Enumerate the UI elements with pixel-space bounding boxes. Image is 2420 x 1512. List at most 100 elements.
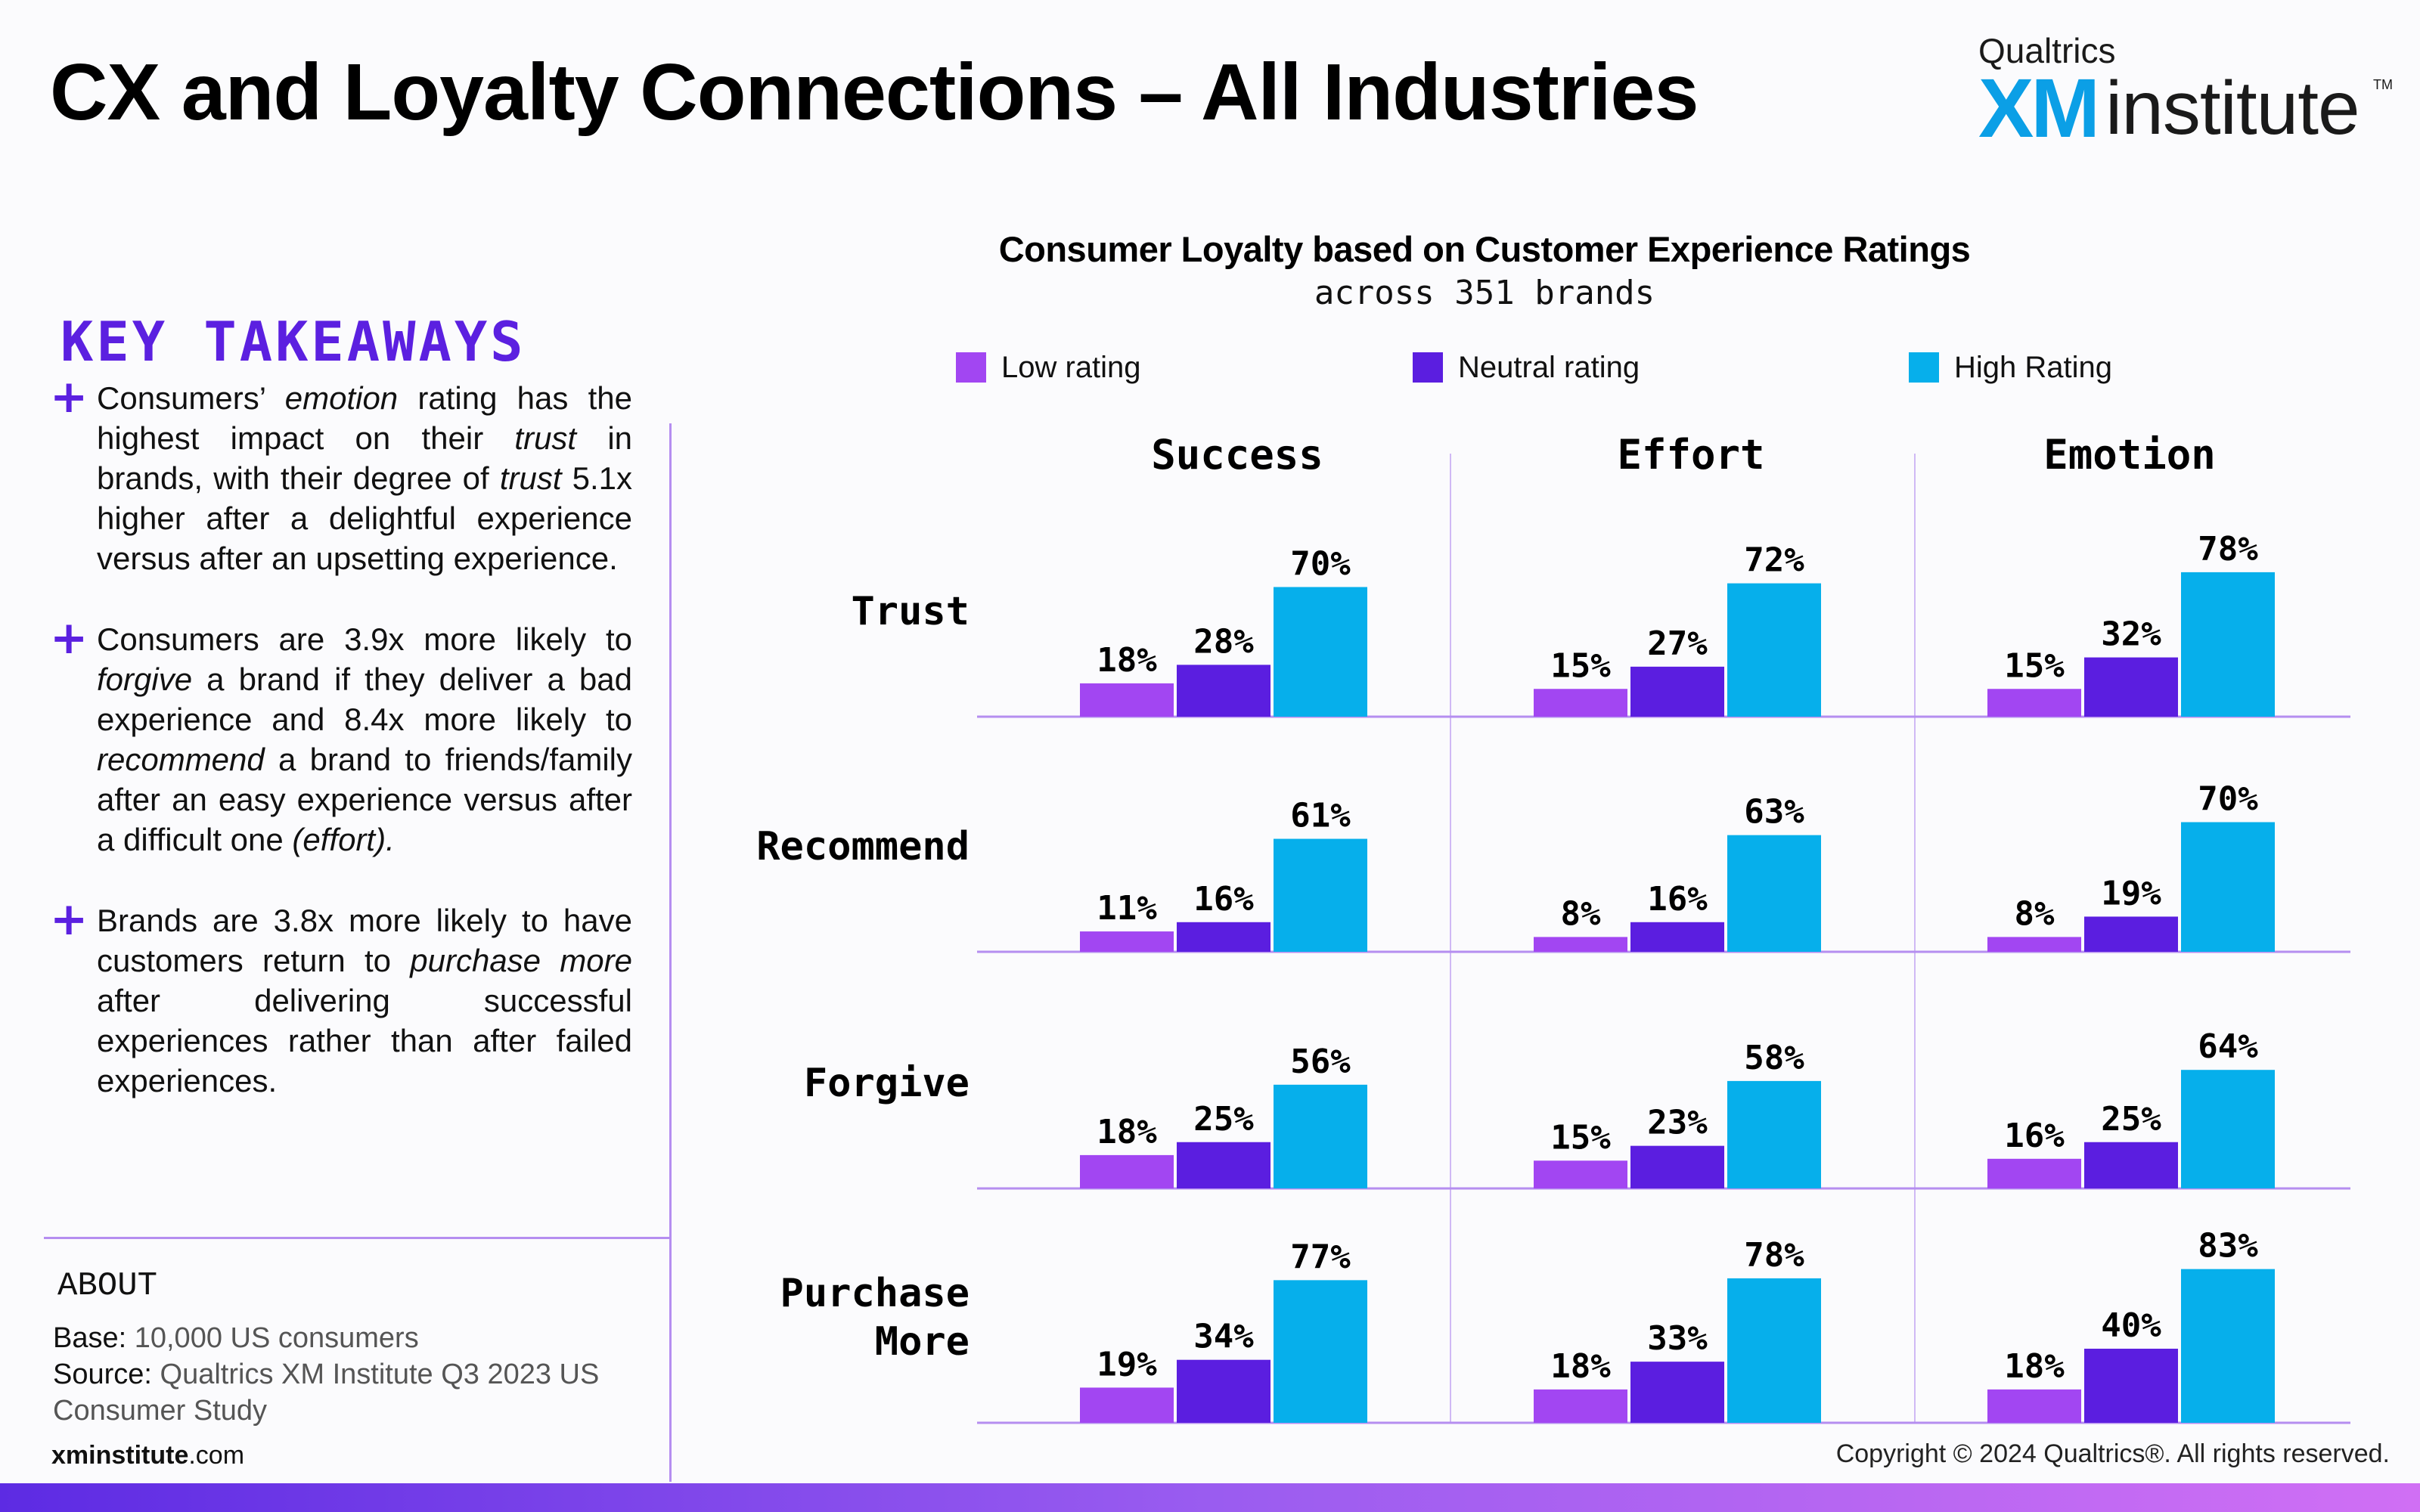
- data-label: 56%: [1290, 1043, 1351, 1081]
- takeaway-emphasis: trust: [514, 420, 577, 456]
- legend-swatch-high: [1909, 352, 1939, 383]
- logo-trademark: TM: [2373, 77, 2393, 92]
- data-label: 78%: [1744, 1236, 1804, 1275]
- takeaway-item: + Consumers’ emotion rating has the highe…: [50, 370, 632, 578]
- data-label: 16%: [2004, 1117, 2065, 1155]
- bar-high: [1727, 835, 1821, 952]
- footer-gradient-bar: [0, 1483, 2420, 1512]
- bar-neutral: [1177, 1359, 1270, 1423]
- bar-low: [1987, 1158, 2081, 1188]
- plus-icon: +: [50, 370, 88, 423]
- takeaway-fragment: rating has the highest impact on their: [97, 380, 632, 456]
- about-base-label: Base:: [53, 1322, 127, 1354]
- data-label: 33%: [1647, 1319, 1708, 1358]
- bar-high: [2181, 822, 2275, 952]
- bar-neutral: [1630, 1362, 1724, 1423]
- data-label: 34%: [1193, 1318, 1254, 1356]
- site-name: xminstitute: [51, 1441, 189, 1470]
- legend-label-high: High Rating: [1954, 351, 2113, 384]
- key-takeaways-list: + Consumers’ emotion rating has the highe…: [50, 370, 632, 1142]
- chart-subtitle: across 351 brands: [1314, 274, 1655, 312]
- bar-neutral: [1630, 1145, 1724, 1188]
- takeaway-fragment: a brand if they deliver a bad experience…: [97, 662, 632, 737]
- data-label: 16%: [1647, 880, 1708, 919]
- bar-neutral: [1630, 666, 1724, 717]
- bar-high: [1274, 1280, 1367, 1423]
- data-label: 8%: [2015, 894, 2055, 933]
- bar-high: [2181, 572, 2275, 717]
- legend-swatch-neutral: [1413, 352, 1443, 383]
- data-label: 18%: [2004, 1347, 2065, 1386]
- data-label: 77%: [1290, 1238, 1351, 1276]
- logo-qualtrics-text: Qualtrics: [1978, 31, 2116, 70]
- bar-low: [1080, 1154, 1174, 1188]
- site-tld: .com: [188, 1441, 245, 1470]
- takeaway-text: Brands are 3.8x more likely to have cust…: [97, 900, 632, 1101]
- bar-high: [1274, 587, 1367, 717]
- bar-high: [1274, 1084, 1367, 1188]
- takeaway-emphasis: (effort).: [292, 822, 395, 857]
- data-label: 40%: [2101, 1306, 2161, 1345]
- row-header: Purchase: [780, 1271, 970, 1316]
- data-label: 15%: [1550, 646, 1611, 685]
- bar-neutral: [2084, 916, 2178, 952]
- bar-high: [2181, 1269, 2275, 1423]
- data-label: 18%: [1097, 1113, 1157, 1151]
- column-header: Effort: [1617, 431, 1764, 479]
- data-label: 18%: [1550, 1347, 1611, 1386]
- data-label: 11%: [1097, 889, 1157, 928]
- legend-label-neutral: Neutral rating: [1458, 351, 1640, 384]
- takeaway-text: Consumers’ emotion rating has the highes…: [97, 378, 632, 578]
- bar-low: [1987, 937, 2081, 952]
- about-base-value: 10,000 US consumers: [126, 1322, 419, 1354]
- bar-low: [1987, 689, 2081, 717]
- data-label: 72%: [1744, 541, 1804, 580]
- bar-low: [1080, 683, 1174, 717]
- data-label: 8%: [1561, 894, 1601, 933]
- data-label: 19%: [1097, 1345, 1157, 1383]
- data-label: 70%: [1290, 545, 1351, 584]
- about-heading: ABOUT: [57, 1267, 158, 1305]
- data-label: 83%: [2198, 1227, 2258, 1266]
- row-header: Forgive: [804, 1061, 970, 1106]
- bar-high: [1727, 583, 1821, 717]
- bar-neutral: [1177, 665, 1270, 717]
- takeaway-item: + Consumers are 3.9x more likely to forgi…: [50, 612, 632, 860]
- takeaway-emphasis: forgive: [97, 662, 193, 697]
- about-source-value-2: Consumer Study: [53, 1395, 268, 1427]
- bar-high: [2181, 1070, 2275, 1188]
- bar-neutral: [1630, 922, 1724, 952]
- row-header: More: [875, 1319, 970, 1365]
- bar-high: [1727, 1278, 1821, 1423]
- takeaway-fragment: after delivering successful experiences …: [97, 983, 632, 1098]
- takeaway-emphasis: trust: [499, 460, 562, 496]
- site-link[interactable]: xminstitute.com: [51, 1441, 244, 1470]
- bar-low: [1534, 1160, 1627, 1188]
- bar-neutral: [2084, 1142, 2178, 1188]
- page-title: CX and Loyalty Connections – All Industr…: [50, 48, 1699, 137]
- data-label: 78%: [2198, 530, 2258, 569]
- takeaway-fragment: 5.1x higher after a delightful experienc…: [97, 460, 632, 576]
- bar-neutral: [1177, 922, 1270, 952]
- takeaway-item: + Brands are 3.8x more likely to have cus…: [50, 893, 632, 1101]
- bar-neutral: [2084, 657, 2178, 717]
- data-label: 70%: [2198, 780, 2258, 819]
- takeaway-emphasis: purchase more: [410, 943, 632, 978]
- about-base: Base: 10,000 US consumers: [53, 1320, 419, 1356]
- data-label: 15%: [1550, 1118, 1611, 1157]
- bar-low: [1534, 1389, 1627, 1423]
- takeaway-fragment: a brand to friends/family after an easy …: [97, 742, 632, 857]
- data-label: 58%: [1744, 1039, 1804, 1077]
- logo-institute-text: institute: [2105, 66, 2360, 150]
- about-source-label: Source:: [53, 1359, 152, 1390]
- bar-high: [1727, 1080, 1821, 1188]
- column-header: Success: [1151, 431, 1323, 479]
- bar-neutral: [1177, 1142, 1270, 1188]
- data-label: 61%: [1290, 797, 1351, 835]
- about-source: Source: Qualtrics XM Institute Q3 2023 U…: [53, 1356, 599, 1393]
- data-label: 15%: [2004, 646, 2065, 685]
- takeaway-emphasis: emotion: [284, 380, 399, 416]
- bar-low: [1534, 689, 1627, 717]
- legend-swatch-low: [956, 352, 986, 383]
